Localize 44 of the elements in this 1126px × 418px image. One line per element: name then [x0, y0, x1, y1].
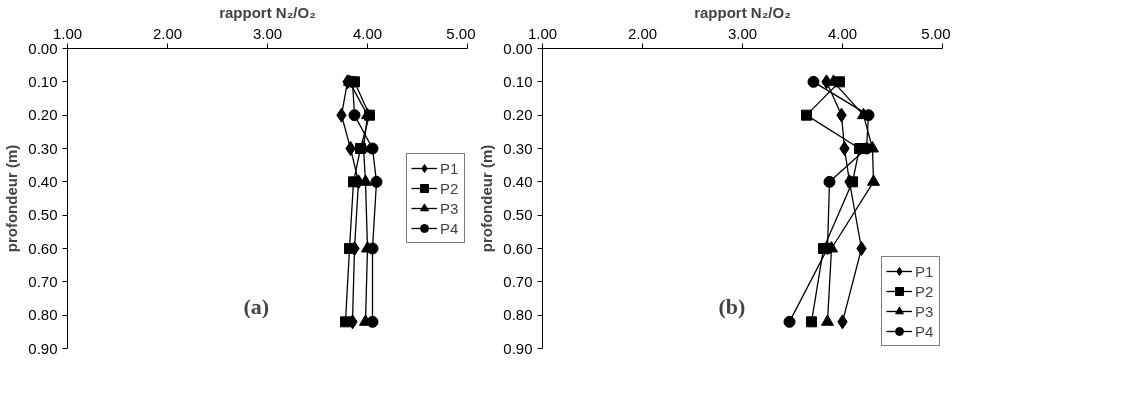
x-tick-label: 1.00: [527, 24, 558, 42]
y-tick-label: 0.80: [28, 306, 58, 324]
x-tick-label: 3.00: [252, 24, 283, 42]
legend-label: P3: [440, 199, 460, 217]
x-tick-label: 4.00: [352, 24, 383, 42]
y-axis-title: profondeur (m): [3, 144, 21, 253]
legend-label: P4: [440, 219, 460, 237]
y-tick-label: 0.40: [28, 172, 58, 190]
annotation: (b): [718, 293, 746, 319]
y-tick-label: 0.50: [28, 206, 58, 224]
x-tick-label: 4.00: [827, 24, 858, 42]
y-tick-label: 0.20: [503, 106, 533, 124]
y-tick-label: 0.40: [503, 172, 533, 190]
y-tick-label: 0.20: [28, 106, 58, 124]
y-tick-label: 0.60: [28, 239, 58, 257]
y-tick-label: 0.60: [503, 239, 533, 257]
y-tick-label: 0.70: [28, 272, 58, 290]
x-axis-title: rapport N₂/O₂: [219, 3, 316, 21]
legend-label: P3: [915, 302, 935, 320]
y-tick-label: 0.30: [28, 139, 58, 157]
x-tick-label: 5.00: [921, 24, 951, 42]
legend-label: P1: [440, 159, 460, 177]
y-tick-label: 0.50: [503, 206, 533, 224]
x-tick-label: 2.00: [152, 24, 183, 42]
y-tick-label: 0.80: [503, 306, 533, 324]
x-tick-label: 5.00: [446, 24, 476, 42]
x-tick-label: 1.00: [52, 24, 83, 42]
x-tick-label: 3.00: [727, 24, 758, 42]
legend-label: P1: [915, 262, 935, 280]
y-tick-label: 0.10: [28, 72, 58, 90]
x-tick-label: 2.00: [627, 24, 658, 42]
legend-label: P2: [440, 179, 460, 197]
y-tick-label: 0.90: [28, 339, 58, 357]
y-tick-label: 0.10: [503, 72, 533, 90]
y-tick-label: 0.70: [503, 272, 533, 290]
y-tick-label: 0.00: [503, 39, 533, 57]
y-axis-title: profondeur (m): [478, 144, 496, 253]
annotation: (a): [243, 293, 270, 319]
y-tick-label: 0.00: [28, 39, 58, 57]
legend-label: P4: [915, 322, 935, 340]
y-tick-label: 0.30: [503, 139, 533, 157]
x-axis-title: rapport N₂/O₂: [694, 3, 791, 21]
y-tick-label: 0.90: [503, 339, 533, 357]
legend-label: P2: [915, 282, 935, 300]
